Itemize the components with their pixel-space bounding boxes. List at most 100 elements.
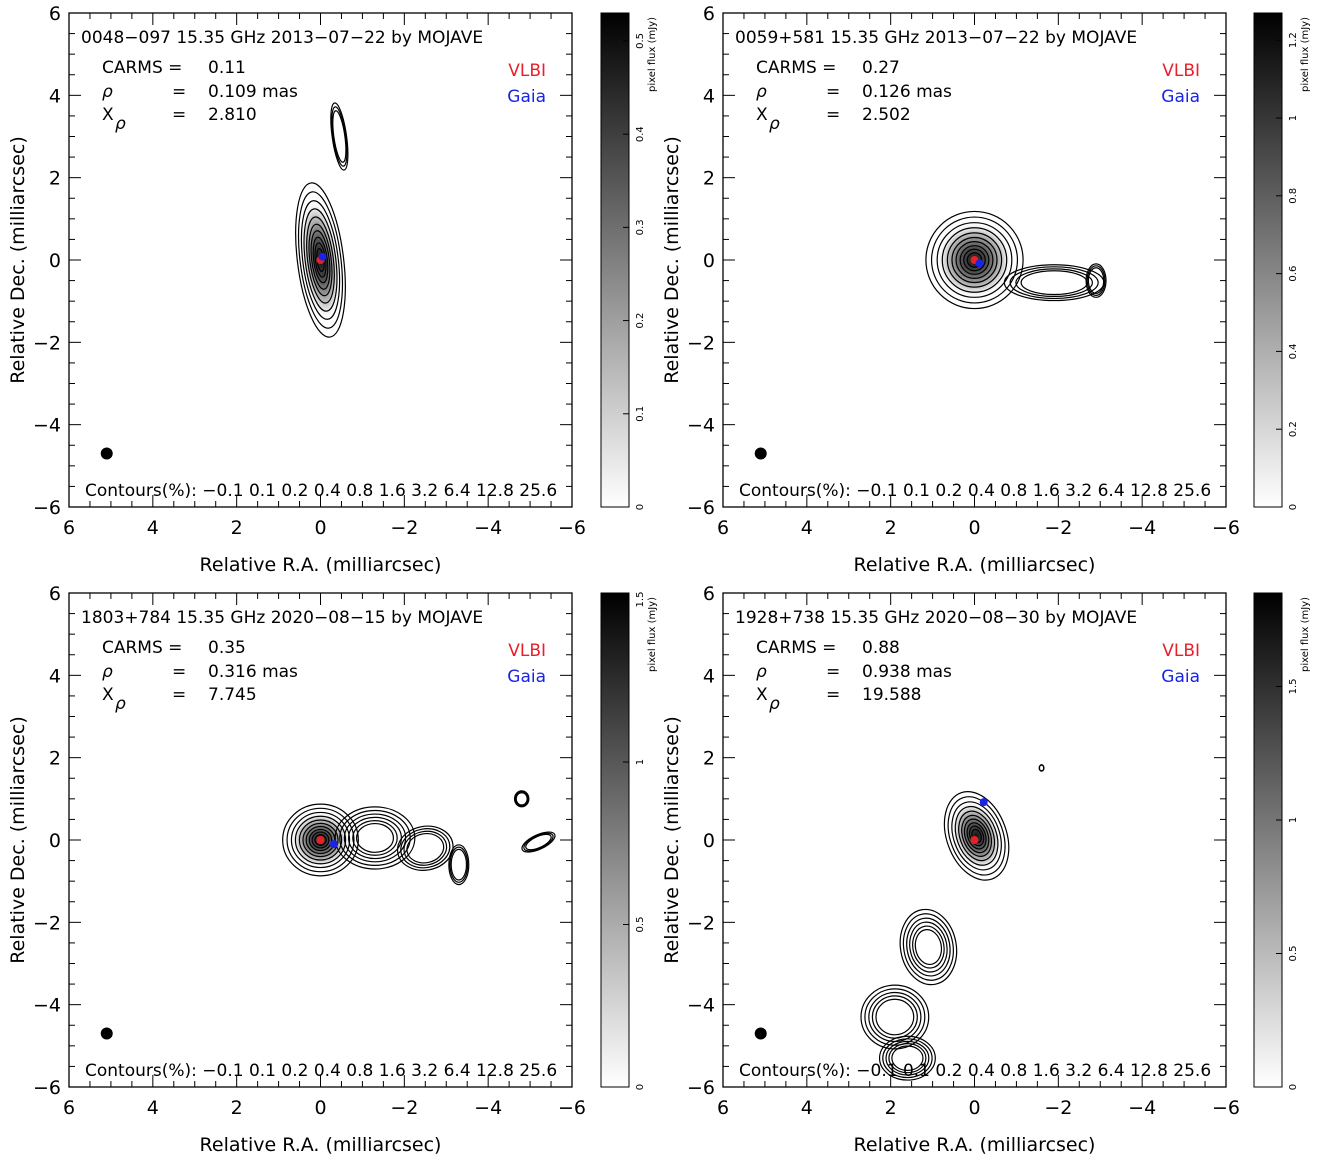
- colorbar-tick-label: 1: [1288, 115, 1299, 121]
- colorbar-label: pixel flux (mJy): [1300, 17, 1311, 92]
- rho-value: 0.126 mas: [862, 82, 952, 102]
- contour-map: [925, 210, 1107, 310]
- gaia-marker: [329, 840, 338, 849]
- carms-label: CARMS =: [102, 58, 182, 78]
- colorbar-gradient: [600, 12, 630, 508]
- x-tick-label: −4: [474, 1097, 502, 1119]
- contour-line: [961, 814, 993, 857]
- contour-line: [1085, 263, 1107, 298]
- xrho-label: X: [102, 105, 114, 125]
- rho-label: ρ: [756, 662, 767, 682]
- contour-line: [959, 245, 990, 275]
- carms-label: CARMS =: [756, 58, 836, 78]
- colorbar-label: pixel flux (mJy): [647, 597, 658, 672]
- y-tick-label: −6: [33, 497, 61, 519]
- x-tick-label: 6: [63, 1097, 75, 1119]
- legend-vlbi: VLBI: [508, 61, 546, 81]
- x-tick-label: 6: [717, 1097, 729, 1119]
- contour-line: [878, 1035, 936, 1081]
- contour-levels: Contours(%): −0.1 0.1 0.2 0.4 0.8 1.6 3.…: [85, 1061, 557, 1081]
- y-tick-label: 0: [703, 250, 715, 272]
- x-tick-label: −6: [1212, 1097, 1240, 1119]
- x-tick-label: 0: [314, 1097, 326, 1119]
- y-tick-label: −6: [687, 1077, 715, 1099]
- colorbar-tick-label: 0.1: [635, 406, 646, 422]
- xrho-label: X: [102, 685, 114, 705]
- xrho-equals: =: [826, 105, 840, 125]
- y-axis-label: Relative Dec. (milliarcsec): [7, 136, 29, 383]
- contour-line: [449, 846, 469, 883]
- x-tick-label: −2: [1044, 517, 1072, 539]
- colorbar-tick-label: 0: [1288, 1084, 1299, 1090]
- contour-line: [966, 822, 987, 850]
- plot-title: 1803+784 15.35 GHz 2020−08−15 by MOJAVE: [81, 608, 483, 628]
- contour-line: [885, 1040, 930, 1076]
- contour-line: [513, 790, 530, 808]
- contour-line: [1086, 265, 1106, 296]
- contour-line: [947, 796, 1006, 876]
- x-tick-label: −6: [558, 517, 586, 539]
- contour-line: [312, 236, 329, 284]
- contour-line: [936, 222, 1013, 298]
- rho-value: 0.938 mas: [862, 662, 952, 682]
- contour-line: [951, 236, 998, 284]
- colorbar-tick-label: 0: [1288, 504, 1299, 510]
- y-tick-label: 6: [49, 583, 61, 605]
- y-tick-label: −6: [33, 1077, 61, 1099]
- colorbar-tick-label: 0: [635, 1084, 646, 1090]
- rho-label: ρ: [756, 82, 767, 102]
- rho-label: ρ: [102, 662, 113, 682]
- contour-line: [925, 210, 1024, 310]
- contour-levels: Contours(%): −0.1 0.1 0.2 0.4 0.8 1.6 3.…: [85, 481, 557, 501]
- gaia-marker: [979, 798, 988, 807]
- rho-equals: =: [826, 82, 840, 102]
- contour-line: [914, 929, 943, 966]
- colorbar: 0 0.2 0.4 0.6 0.8 1 1.2 pixel flux (mJy): [1253, 12, 1311, 510]
- carms-value: 0.88: [862, 638, 900, 658]
- contour-line: [330, 102, 349, 171]
- x-axis-label: Relative R.A. (milliarcsec): [200, 1134, 442, 1156]
- contour-line: [963, 818, 990, 854]
- x-tick-label: 6: [63, 517, 75, 539]
- colorbar-tick-label: 0.5: [635, 33, 646, 49]
- contour-line: [352, 820, 398, 856]
- contour-line: [968, 825, 985, 847]
- contour-line: [311, 831, 330, 849]
- gaia-marker: [975, 259, 984, 268]
- y-tick-label: 0: [703, 830, 715, 852]
- contour-line: [902, 913, 954, 981]
- rho-label: ρ: [102, 82, 113, 102]
- colorbar-tick-label: 0.2: [1288, 421, 1299, 437]
- colorbar-tick-label: 1.2: [1288, 32, 1299, 48]
- contour-line: [963, 248, 986, 272]
- carms-value: 0.35: [208, 638, 246, 658]
- colorbar: 0 0.1 0.2 0.3 0.4 0.5 pixel flux (mJy): [600, 12, 658, 510]
- y-tick-label: 4: [49, 665, 61, 687]
- rho-equals: =: [826, 662, 840, 682]
- y-tick-label: 6: [703, 3, 715, 25]
- y-tick-label: −4: [687, 995, 715, 1017]
- beam-marker: [754, 1027, 767, 1040]
- contour-line: [515, 792, 528, 806]
- y-axis-label: Relative Dec. (milliarcsec): [661, 716, 683, 963]
- contour-line: [909, 921, 948, 973]
- x-tick-label: −4: [474, 517, 502, 539]
- colorbar-tick-label: 1.5: [1288, 679, 1299, 695]
- x-tick-label: 0: [968, 517, 980, 539]
- colorbar-tick-label: 0.4: [635, 126, 646, 142]
- contour-line: [295, 182, 346, 338]
- x-tick-label: −2: [1044, 1097, 1072, 1119]
- colorbar-gradient: [1253, 12, 1283, 508]
- vlbi-marker: [970, 836, 979, 844]
- contour-line: [875, 998, 915, 1036]
- colorbar-tick-label: 0.8: [1288, 188, 1299, 204]
- rho-value: 0.109 mas: [208, 82, 298, 102]
- contour-line: [860, 984, 930, 1050]
- contour-line: [941, 227, 1008, 293]
- colorbar-tick-label: 0.5: [635, 917, 646, 933]
- contour-line: [523, 832, 554, 852]
- contour-line: [298, 819, 343, 861]
